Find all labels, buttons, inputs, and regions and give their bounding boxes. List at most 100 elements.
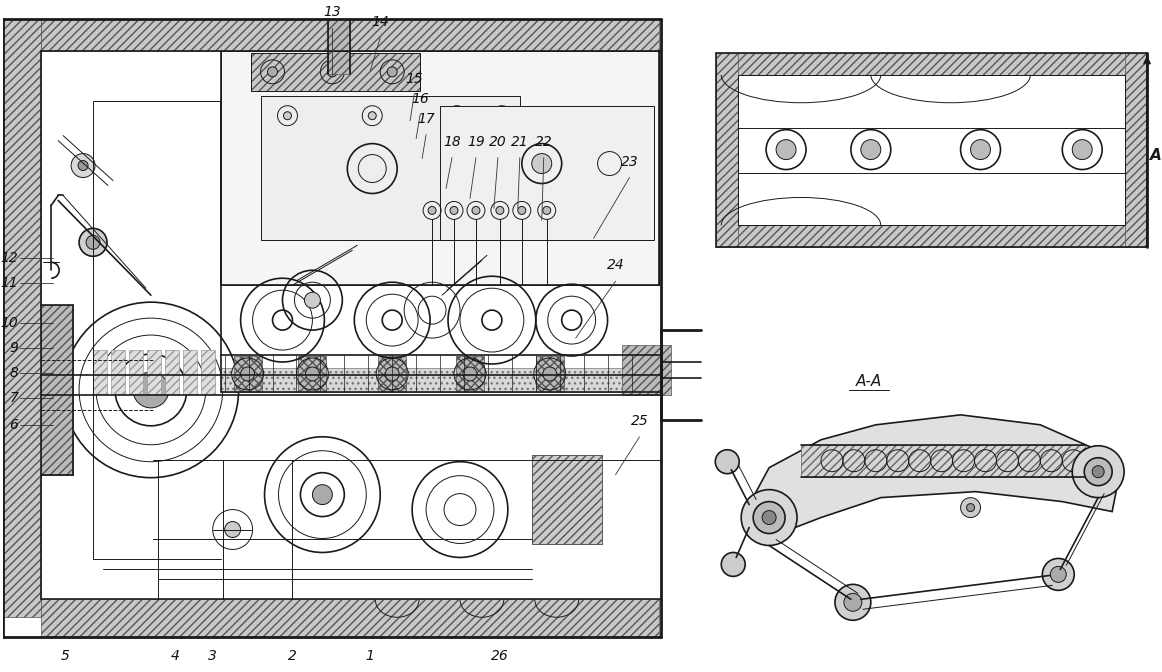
Circle shape	[861, 140, 881, 159]
Circle shape	[86, 235, 100, 249]
Circle shape	[762, 511, 776, 525]
Circle shape	[284, 112, 292, 120]
Circle shape	[79, 228, 107, 256]
Circle shape	[132, 372, 168, 408]
Text: 18: 18	[443, 134, 461, 149]
Bar	[3, 19, 41, 618]
Circle shape	[224, 521, 241, 538]
Circle shape	[71, 154, 95, 177]
Circle shape	[961, 497, 981, 517]
Circle shape	[453, 112, 461, 120]
Text: 19: 19	[467, 134, 485, 149]
Text: 4: 4	[171, 649, 179, 663]
Bar	[129, 350, 143, 394]
Circle shape	[304, 292, 321, 308]
Bar	[251, 53, 421, 91]
Bar	[41, 599, 659, 637]
Bar	[440, 106, 654, 241]
Circle shape	[368, 112, 376, 120]
Bar	[182, 350, 196, 394]
Text: 3: 3	[208, 649, 217, 663]
Bar	[536, 356, 564, 392]
Text: A-A: A-A	[855, 374, 882, 390]
Bar	[260, 95, 519, 241]
Bar	[112, 350, 125, 394]
Circle shape	[844, 593, 862, 612]
Circle shape	[306, 367, 320, 381]
Circle shape	[1092, 466, 1104, 478]
Bar	[221, 368, 661, 392]
Circle shape	[543, 206, 551, 214]
Bar	[532, 455, 602, 544]
Circle shape	[496, 206, 504, 214]
Circle shape	[776, 140, 796, 159]
Circle shape	[967, 503, 975, 511]
Text: 21: 21	[511, 134, 529, 149]
Text: 9: 9	[9, 341, 19, 355]
Polygon shape	[749, 415, 1118, 538]
Text: 22: 22	[535, 134, 553, 149]
Text: 14: 14	[372, 15, 389, 29]
Bar	[378, 356, 407, 392]
Circle shape	[518, 206, 526, 214]
Text: 10: 10	[0, 316, 19, 330]
Text: A: A	[1150, 148, 1162, 163]
Bar	[716, 225, 1147, 247]
Circle shape	[1042, 558, 1074, 590]
Bar	[456, 356, 483, 392]
Bar	[622, 345, 672, 395]
Bar	[93, 350, 107, 394]
Circle shape	[543, 367, 557, 381]
Circle shape	[313, 485, 332, 505]
Circle shape	[1073, 140, 1092, 159]
Circle shape	[472, 206, 480, 214]
Text: 11: 11	[0, 276, 19, 290]
Circle shape	[241, 367, 254, 381]
Circle shape	[753, 501, 786, 534]
Text: 23: 23	[621, 155, 638, 169]
Bar	[41, 305, 73, 474]
Circle shape	[450, 206, 458, 214]
Bar	[221, 51, 659, 285]
Text: 2: 2	[288, 649, 297, 663]
Text: 26: 26	[492, 649, 509, 663]
Bar	[1125, 53, 1147, 247]
Circle shape	[532, 154, 552, 173]
Bar	[532, 455, 602, 544]
Text: 6: 6	[9, 418, 19, 432]
Text: 12: 12	[0, 251, 19, 265]
Text: 1: 1	[366, 649, 374, 663]
Text: 24: 24	[607, 258, 624, 272]
Circle shape	[267, 67, 278, 77]
Circle shape	[1084, 458, 1112, 486]
Text: 5: 5	[60, 649, 70, 663]
Circle shape	[741, 490, 797, 546]
Bar	[716, 53, 738, 247]
Text: 13: 13	[323, 5, 342, 19]
Circle shape	[462, 367, 476, 381]
Circle shape	[970, 140, 990, 159]
Bar	[146, 350, 160, 394]
Circle shape	[386, 367, 400, 381]
Text: 7: 7	[9, 391, 19, 405]
Bar	[41, 19, 659, 51]
Text: 15: 15	[406, 72, 423, 86]
Circle shape	[328, 67, 337, 77]
Text: 17: 17	[417, 112, 435, 126]
Bar	[716, 53, 1147, 75]
Bar	[201, 350, 215, 394]
Circle shape	[1050, 566, 1067, 583]
Bar	[165, 350, 179, 394]
Circle shape	[497, 112, 505, 120]
Text: 20: 20	[489, 134, 507, 149]
Circle shape	[722, 552, 745, 577]
Text: 16: 16	[411, 91, 429, 106]
Bar	[329, 19, 350, 74]
Circle shape	[1073, 446, 1124, 497]
Circle shape	[78, 161, 88, 171]
Bar	[716, 53, 1147, 247]
Circle shape	[716, 450, 739, 474]
Circle shape	[428, 206, 436, 214]
Text: 25: 25	[631, 414, 648, 428]
Circle shape	[387, 67, 397, 77]
